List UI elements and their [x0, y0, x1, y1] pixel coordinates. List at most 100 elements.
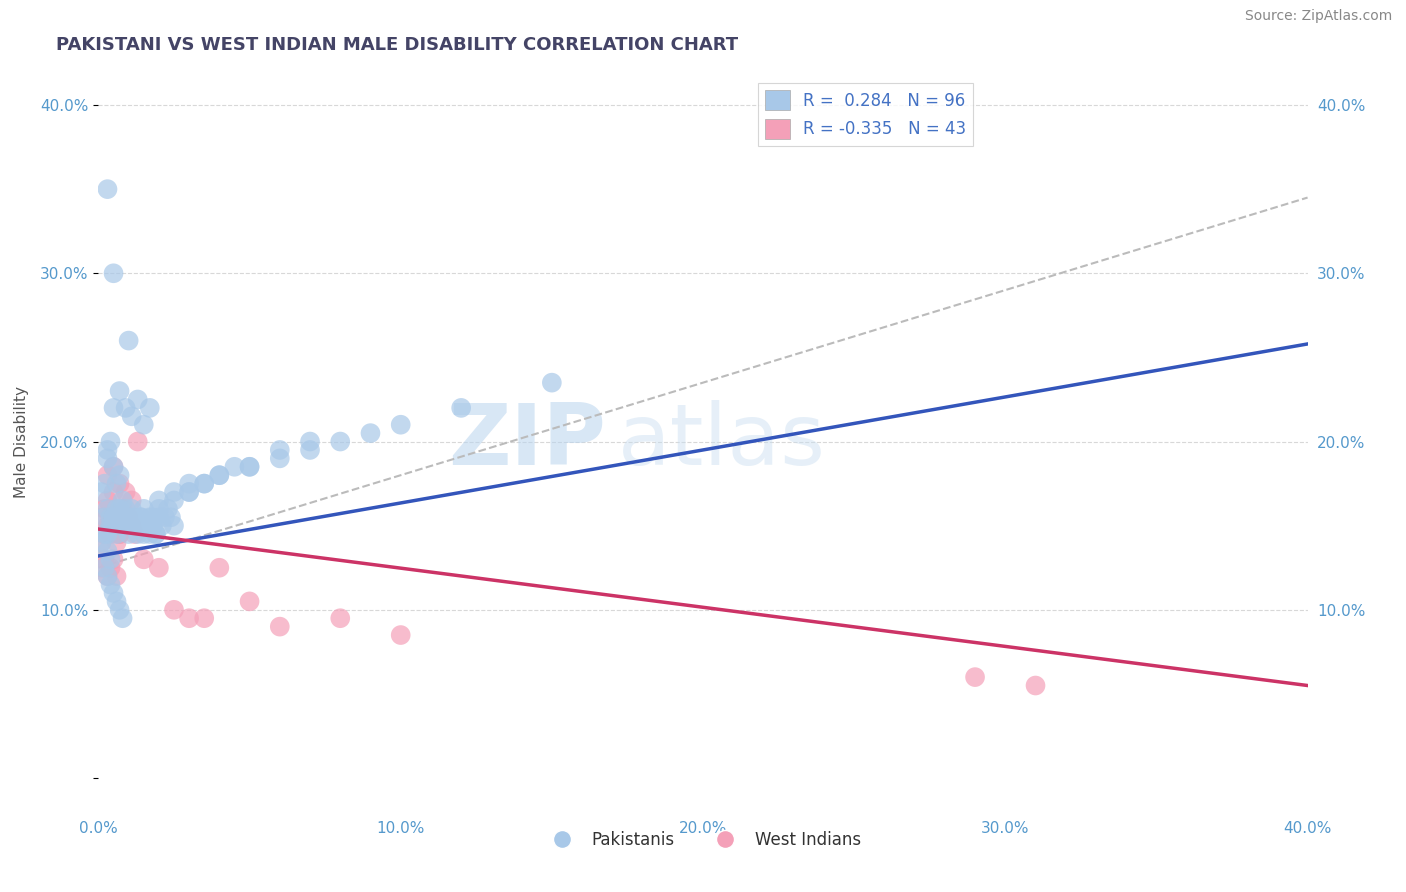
Point: [239, 594, 262, 608]
Point: [965, 670, 987, 684]
Point: [90, 510, 112, 524]
Text: PAKISTANI VS WEST INDIAN MALE DISABILITY CORRELATION CHART: PAKISTANI VS WEST INDIAN MALE DISABILITY…: [56, 36, 738, 54]
Point: [329, 611, 352, 625]
Point: [114, 518, 136, 533]
Point: [135, 518, 157, 533]
Point: [142, 510, 165, 524]
Point: [90, 535, 112, 549]
Point: [121, 493, 143, 508]
Point: [114, 401, 136, 415]
Point: [108, 384, 131, 398]
Point: [150, 518, 173, 533]
Point: [179, 485, 201, 500]
Point: [105, 569, 128, 583]
Point: [100, 434, 122, 449]
Point: [163, 603, 186, 617]
Point: [108, 603, 131, 617]
Point: [100, 518, 122, 533]
Point: [179, 611, 201, 625]
Point: [93, 560, 115, 574]
Text: atlas: atlas: [619, 400, 827, 483]
Point: [208, 468, 231, 483]
Point: [105, 535, 128, 549]
Point: [96, 451, 118, 466]
Point: [269, 619, 291, 633]
Point: [103, 266, 125, 280]
Point: [103, 586, 125, 600]
Point: [114, 510, 136, 524]
Point: [111, 518, 134, 533]
Point: [299, 442, 322, 457]
Point: [540, 376, 562, 390]
Point: [127, 527, 149, 541]
Point: [100, 577, 122, 591]
Point: [139, 527, 162, 541]
Point: [208, 560, 231, 574]
Point: [90, 485, 112, 500]
Point: [163, 493, 186, 508]
Point: [127, 434, 149, 449]
Point: [100, 510, 122, 524]
Point: [118, 510, 141, 524]
Point: [90, 560, 112, 574]
Point: [103, 401, 125, 415]
Point: [124, 527, 146, 541]
Point: [148, 501, 170, 516]
Point: [124, 518, 146, 533]
Point: [118, 334, 141, 348]
Point: [135, 518, 157, 533]
Point: [111, 493, 134, 508]
Text: Source: ZipAtlas.com: Source: ZipAtlas.com: [1244, 9, 1392, 23]
Point: [121, 518, 143, 533]
Text: ZIP: ZIP: [449, 400, 606, 483]
Point: [108, 468, 131, 483]
Point: [105, 594, 128, 608]
Point: [108, 527, 131, 541]
Point: [179, 476, 201, 491]
Point: [389, 417, 412, 432]
Point: [132, 527, 155, 541]
Point: [96, 544, 118, 558]
Point: [132, 552, 155, 566]
Point: [132, 501, 155, 516]
Point: [93, 527, 115, 541]
Point: [105, 527, 128, 541]
Point: [239, 459, 262, 474]
Point: [121, 518, 143, 533]
Point: [96, 468, 118, 483]
Point: [96, 442, 118, 457]
Point: [145, 527, 167, 541]
Point: [105, 510, 128, 524]
Point: [132, 417, 155, 432]
Point: [96, 493, 118, 508]
Point: [389, 628, 412, 642]
Point: [96, 518, 118, 533]
Point: [105, 501, 128, 516]
Point: [129, 510, 152, 524]
Point: [139, 510, 162, 524]
Point: [96, 569, 118, 583]
Point: [269, 442, 291, 457]
Point: [179, 485, 201, 500]
Point: [163, 485, 186, 500]
Point: [93, 552, 115, 566]
Point: [142, 518, 165, 533]
Point: [121, 501, 143, 516]
Point: [108, 476, 131, 491]
Point: [100, 527, 122, 541]
Point: [193, 476, 215, 491]
Point: [299, 434, 322, 449]
Point: [193, 611, 215, 625]
Point: [111, 611, 134, 625]
Point: [269, 451, 291, 466]
Point: [129, 510, 152, 524]
Point: [93, 510, 115, 524]
Point: [160, 510, 183, 524]
Point: [114, 501, 136, 516]
Point: [103, 459, 125, 474]
Point: [156, 501, 179, 516]
Point: [145, 527, 167, 541]
Point: [103, 459, 125, 474]
Point: [450, 401, 472, 415]
Point: [193, 476, 215, 491]
